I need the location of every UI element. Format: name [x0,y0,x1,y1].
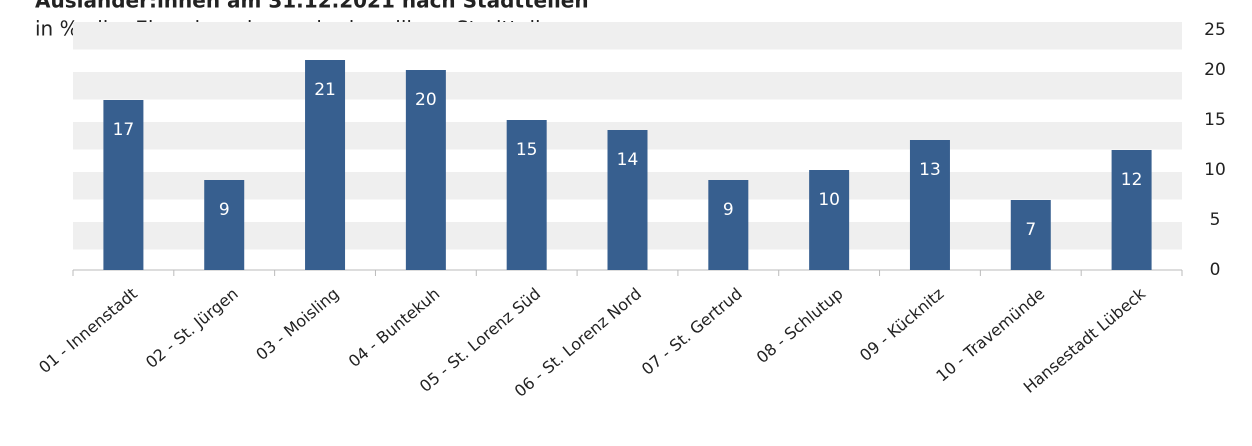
x-tick-label: 01 - Innenstadt [35,284,141,377]
bar [103,100,144,270]
value-label: 17 [113,120,135,140]
x-tick-label: 10 - Travemünde [932,284,1048,386]
bar [1111,150,1152,270]
value-label: 7 [1025,220,1036,240]
value-label: 14 [617,150,639,170]
bar [607,130,648,270]
x-tick-label: 09 - Kücknitz [856,284,947,365]
x-tick-label: 04 - Buntekuh [345,284,444,371]
value-label: 12 [1121,170,1143,190]
x-tick-label: 03 - Moisling [252,284,342,364]
x-tick-label: 08 - Schlutup [753,284,847,367]
value-label: 13 [919,160,941,180]
y-tick-label: 20 [1204,60,1226,80]
bar [305,60,346,270]
bar [909,140,950,270]
value-label: 20 [415,90,437,110]
value-label: 9 [219,200,230,220]
bar [708,180,749,270]
value-label: 21 [314,80,336,100]
chart-title: Ausländer:innen am 31.12.2021 nach Stadt… [35,0,589,13]
value-label: 15 [516,140,538,160]
y-tick-label: 10 [1204,160,1226,180]
x-tick-label: 07 - St. Gertrud [638,284,746,379]
bar [506,120,547,270]
value-label: 10 [818,190,840,210]
y-tick-label: 25 [1204,20,1226,40]
bar [1010,200,1051,270]
y-tick-label: 5 [1210,210,1221,230]
x-tick-label: 02 - St. Jürgen [142,284,242,372]
bar [809,170,850,270]
grid-band [73,72,1182,100]
bar [405,70,446,270]
y-tick-label: 0 [1210,260,1221,280]
grid-band [73,22,1182,50]
value-label: 9 [723,200,734,220]
bar [204,180,245,270]
y-tick-label: 15 [1204,110,1226,130]
